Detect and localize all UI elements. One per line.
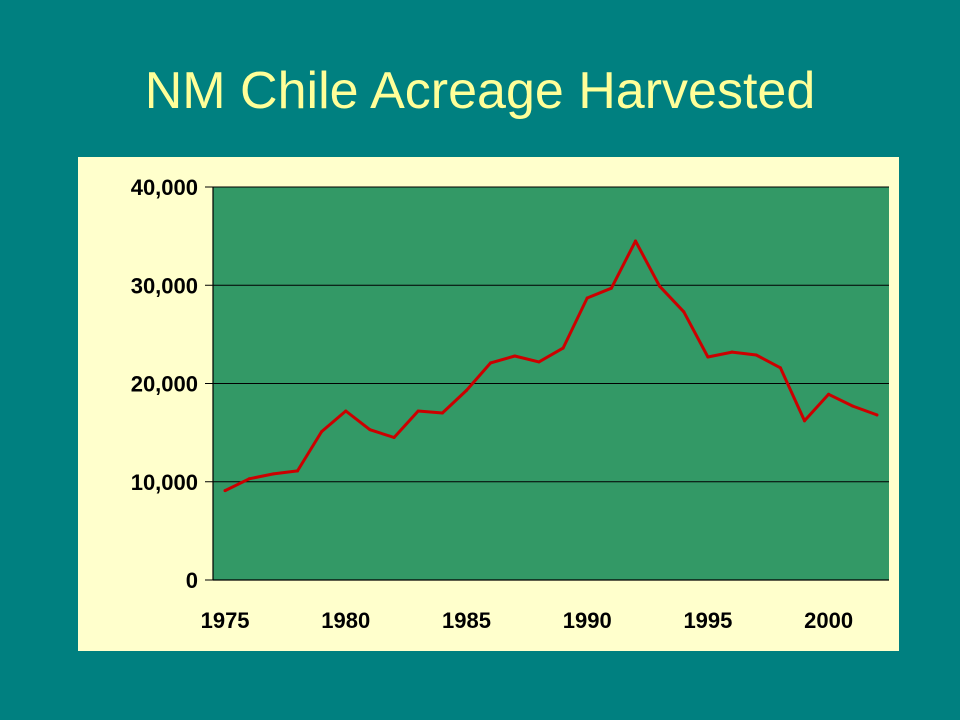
axes [205, 186, 889, 581]
y-tick-label-3: 30,000 [131, 273, 198, 298]
data-point-1982 [392, 436, 396, 440]
data-point-1986 [489, 361, 493, 365]
data-point-1979 [320, 430, 324, 434]
data-point-1995 [706, 355, 710, 359]
data-point-1978 [296, 469, 299, 473]
data-point-1984 [440, 411, 444, 415]
x-tick-label-1990: 1990 [563, 608, 612, 633]
data-point-1990 [585, 296, 589, 300]
slide-title: NM Chile Acreage Harvested [144, 62, 816, 120]
y-tick-label-2: 20,000 [131, 372, 198, 397]
x-tick-label-1975: 1975 [201, 608, 250, 633]
data-point-2001 [851, 404, 855, 408]
series-line-0 [223, 239, 879, 493]
data-point-1983 [416, 409, 420, 413]
x-tick-label-1985: 1985 [442, 608, 491, 633]
data-point-1997 [754, 353, 758, 357]
data-point-1985 [465, 388, 468, 392]
data-point-1976 [247, 477, 251, 481]
x-tick-label-1980: 1980 [321, 608, 370, 633]
y-tick-label-1: 10,000 [131, 470, 198, 495]
y-tick-labels: 0 10,000 20,000 30,000 40,000 [131, 175, 198, 593]
gridlines [213, 186, 889, 483]
chart-panel: 0 10,000 20,000 30,000 40,000 1975 1980 1985 19… [78, 157, 899, 651]
data-point-1980 [344, 409, 348, 413]
data-point-1975 [223, 489, 227, 493]
data-point-2002 [875, 413, 879, 417]
data-point-1998 [778, 366, 782, 370]
data-point-1981 [368, 428, 372, 432]
data-point-1988 [537, 360, 541, 364]
y-tick-label-4: 40,000 [131, 175, 198, 200]
data-point-2000 [827, 392, 831, 396]
x-tick-label-2000: 2000 [804, 608, 853, 633]
series-layer [223, 239, 879, 493]
data-point-1987 [513, 354, 517, 358]
data-point-1977 [271, 472, 275, 476]
data-point-1994 [682, 310, 686, 314]
data-point-1993 [658, 284, 662, 288]
data-point-1996 [730, 350, 734, 354]
data-point-1991 [609, 286, 613, 290]
y-tick-label-0: 0 [186, 568, 198, 593]
x-tick-label-1995: 1995 [683, 608, 732, 633]
data-point-1992 [634, 239, 637, 243]
x-tick-labels: 1975 1980 1985 1990 1995 2000 [201, 608, 854, 633]
data-point-1999 [803, 419, 806, 423]
data-point-1989 [561, 346, 565, 350]
